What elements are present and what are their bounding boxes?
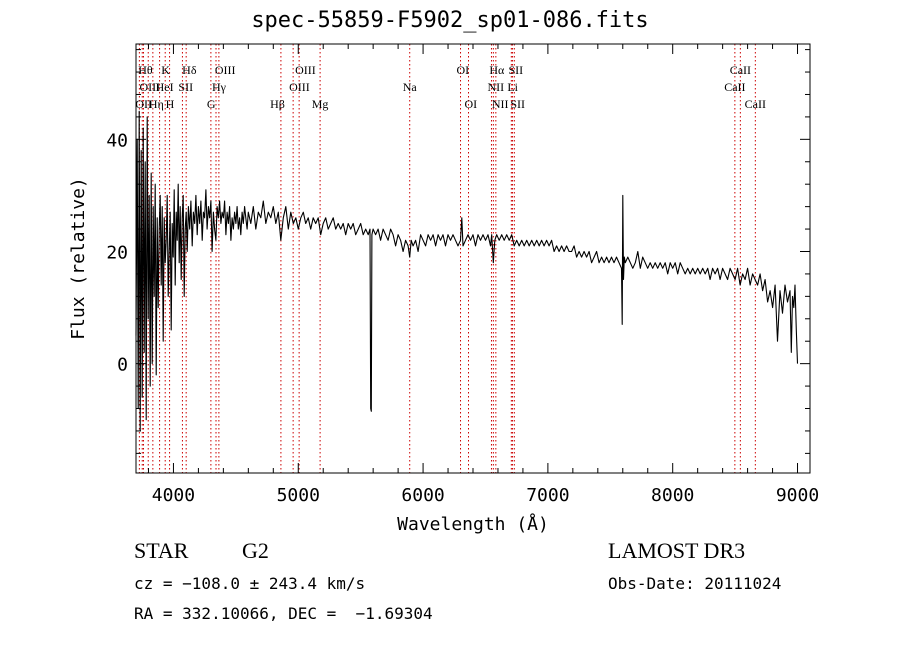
line-marker-label: HeI xyxy=(156,80,174,94)
x-tick-label: 8000 xyxy=(651,485,694,506)
marker-labels-layer: OIIHθOIIIHηHeIKHSIIHδGHγOIIIHβOIIIOIIIMg… xyxy=(135,63,766,111)
line-marker-label: Hγ xyxy=(212,80,227,94)
x-axis-label: Wavelength (Å) xyxy=(397,513,549,535)
line-marker-label: G xyxy=(207,97,216,111)
line-markers-layer xyxy=(138,44,756,473)
line-marker-label: OI xyxy=(465,97,478,111)
line-marker-label: Hβ xyxy=(270,97,285,111)
survey-label: LAMOST DR3 xyxy=(608,538,746,563)
line-marker-label: OIII xyxy=(295,63,316,77)
x-tick-label: 9000 xyxy=(776,485,819,506)
y-axis-label: Flux (relative) xyxy=(68,177,89,340)
line-marker-label: OIII xyxy=(289,80,310,94)
redshift-line: cz = −108.0 ± 243.4 km/s xyxy=(134,574,366,593)
line-marker-label: Hη xyxy=(149,97,164,111)
line-marker-label: Hθ xyxy=(138,63,153,77)
series-layer xyxy=(135,110,799,432)
coordinates-line: RA = 332.10066, DEC = −1.69304 xyxy=(134,604,433,623)
y-tick-label: 20 xyxy=(106,242,128,263)
x-tick-label: 5000 xyxy=(277,485,320,506)
class-label: STAR xyxy=(134,538,189,563)
subclass-label: G2 xyxy=(242,538,269,563)
obs-date-line: Obs-Date: 20111024 xyxy=(608,574,782,593)
line-marker-label: OII xyxy=(135,97,152,111)
line-marker-label: CaII xyxy=(730,63,751,77)
line-marker-label: SII xyxy=(510,97,525,111)
line-marker-label: CaII xyxy=(724,80,745,94)
line-marker-label: Mg xyxy=(312,97,329,111)
line-marker-label: NII xyxy=(487,80,504,94)
line-marker-label: K xyxy=(161,63,170,77)
line-marker-label: Hδ xyxy=(182,63,197,77)
y-tick-label: 0 xyxy=(117,355,128,376)
spectrum-line xyxy=(135,110,799,432)
line-marker-label: Hα xyxy=(489,63,505,77)
line-marker-label: Li xyxy=(507,80,518,94)
x-tick-label: 7000 xyxy=(526,485,569,506)
line-marker-label: OIII xyxy=(215,63,236,77)
x-tick-label: 4000 xyxy=(152,485,195,506)
y-tick-label: 40 xyxy=(106,130,128,151)
line-marker-label: OIII xyxy=(139,80,160,94)
axes-layer: 4000 5000 6000 7000 8000 9000 0 20 40 Wavelength … xyxy=(68,43,819,535)
line-marker-label: OI xyxy=(457,63,470,77)
line-marker-label: Na xyxy=(403,80,418,94)
line-marker-label: SII xyxy=(508,63,523,77)
chart-title: spec-55859-F5902_sp01-086.fits xyxy=(251,8,649,33)
line-marker-label: SII xyxy=(178,80,193,94)
line-marker-label: CaII xyxy=(745,97,766,111)
line-marker-label: NII xyxy=(492,97,509,111)
line-marker-label: H xyxy=(166,97,175,111)
x-tick-label: 6000 xyxy=(401,485,444,506)
